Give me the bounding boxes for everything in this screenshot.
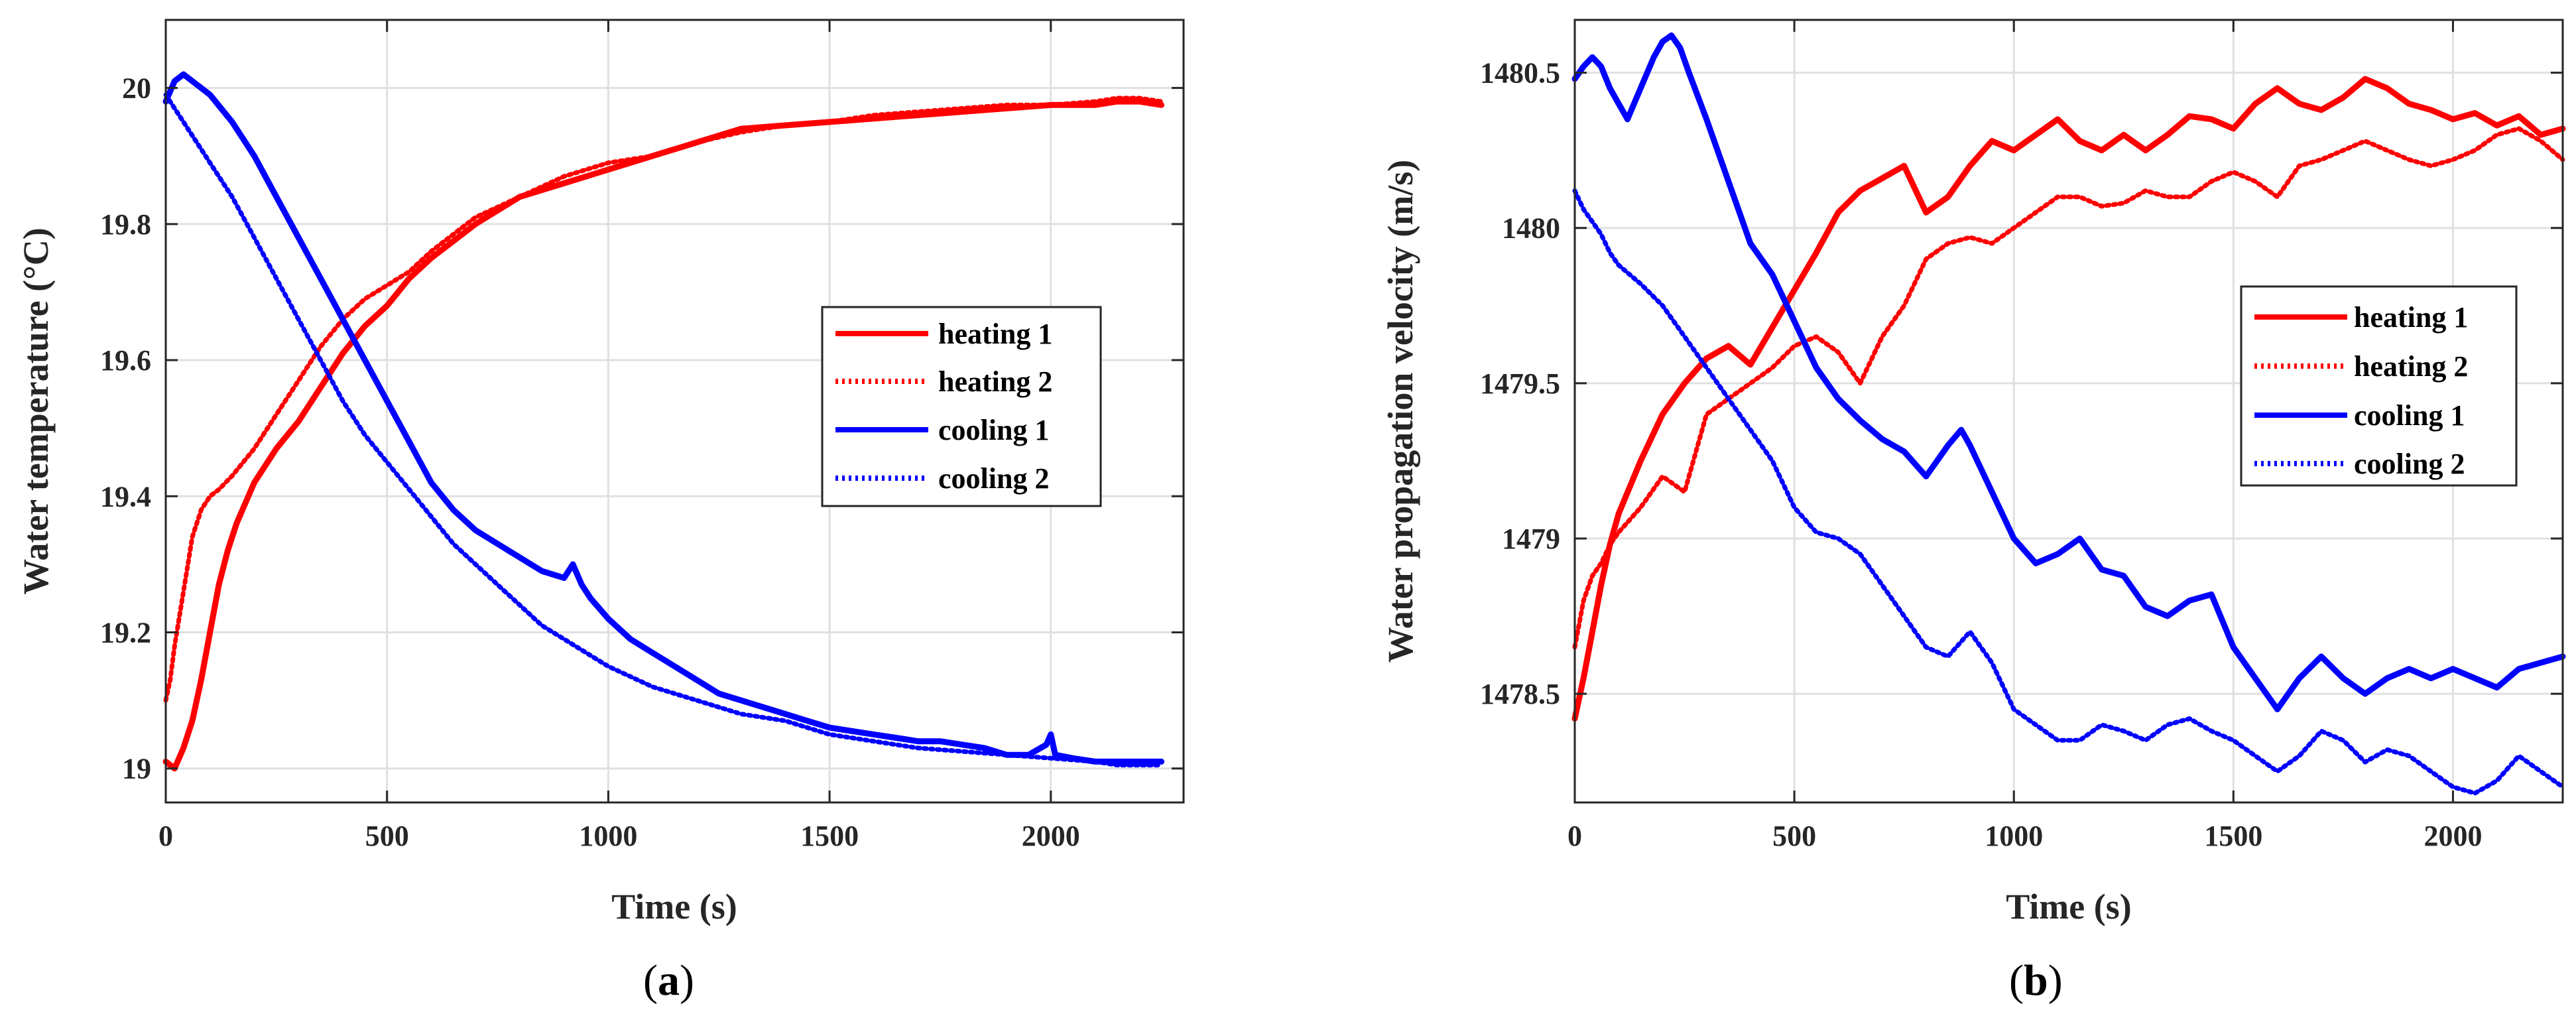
caption-b: (b) [2009, 956, 2063, 1005]
legend-label-heating-2-a: heating 2 [938, 365, 1052, 398]
series-line-heating-1-b [1571, 76, 2566, 722]
panel-a: 0 500 1000 1500 2000 19 19.2 19.4 19.6 19.8 20 Tim… [16, 19, 1185, 1005]
legend-a: heating 1 heating 2 cooling 1 cooling 2 [821, 306, 1102, 507]
y-tick-label: 1480 [1502, 212, 1560, 245]
x-tick-label: 500 [365, 820, 409, 852]
y-tick-label: 19.2 [100, 616, 151, 649]
series-line-cooling-2-a [163, 92, 1164, 768]
x-tick-label: 1000 [1985, 820, 2043, 852]
x-tick-label: 1000 [579, 820, 637, 852]
series-group-a [162, 71, 1165, 772]
y-tick-label: 19.8 [100, 208, 151, 241]
plot-frame-b [1573, 19, 2564, 804]
legend-label-cooling-2-a: cooling 2 [938, 462, 1049, 495]
y-tick-label: 19.4 [100, 480, 151, 513]
legend-label-heating-1-a: heating 1 [938, 318, 1052, 350]
y-tick-label: 1479.5 [1480, 367, 1560, 400]
x-tick-label: 1500 [800, 820, 859, 852]
x-axis-label-b: Time (s) [2006, 887, 2131, 926]
series-line-heating-2-a [163, 95, 1164, 703]
y-axis-label-b: Water propagation velocity (m/s) [1380, 160, 1420, 663]
x-tick-label: 2000 [1022, 820, 1080, 852]
ticks-b: 0 500 1000 1500 2000 1478.5 1479 1479.5 1480 1480… [1480, 20, 2563, 852]
y-tick-label: 1478.5 [1480, 678, 1560, 710]
caption-a: (a) [643, 956, 694, 1005]
legend-box-a [821, 306, 1102, 507]
y-tick-label: 20 [122, 72, 151, 105]
legend-label-cooling-1-a: cooling 1 [938, 414, 1049, 446]
legend-label-heating-1-b: heating 1 [2354, 301, 2468, 334]
series-line-cooling-2-b [1572, 188, 2565, 796]
series-line-heating-1-a [162, 98, 1165, 772]
legend-label-cooling-1-b: cooling 1 [2354, 399, 2465, 432]
y-tick-label: 1480.5 [1480, 57, 1560, 90]
x-tick-label: 500 [1772, 820, 1816, 852]
x-tick-label: 1500 [2204, 820, 2262, 852]
caption-letter-b: b [2024, 956, 2048, 1005]
legend-b: heating 1 heating 2 cooling 1 cooling 2 [2240, 285, 2518, 487]
legend-label-heating-2-b: heating 2 [2354, 350, 2468, 383]
x-tick-label: 0 [158, 820, 173, 852]
caption-letter-a: a [658, 956, 680, 1005]
y-axis-label-a: Water temperature (°C) [16, 227, 56, 594]
legend-label-cooling-2-b: cooling 2 [2354, 448, 2465, 480]
y-tick-label: 1479 [1502, 523, 1560, 555]
y-tick-label: 19.6 [100, 344, 151, 377]
x-axis-label-a: Time (s) [611, 887, 737, 926]
plot-frame-a [164, 19, 1185, 804]
series-line-heating-2-b [1572, 126, 2565, 650]
series-line-cooling-1-b [1571, 32, 2566, 712]
x-tick-label: 2000 [2423, 820, 2482, 852]
panel-b: 0 500 1000 1500 2000 1478.5 1479 1479.5 1480 1480… [1380, 19, 2566, 1005]
x-tick-label: 0 [1567, 820, 1582, 852]
y-tick-label: 19 [122, 753, 151, 785]
ticks-a: 0 500 1000 1500 2000 19 19.2 19.4 19.6 19.8 20 [100, 20, 1184, 852]
series-group-b [1571, 32, 2566, 796]
